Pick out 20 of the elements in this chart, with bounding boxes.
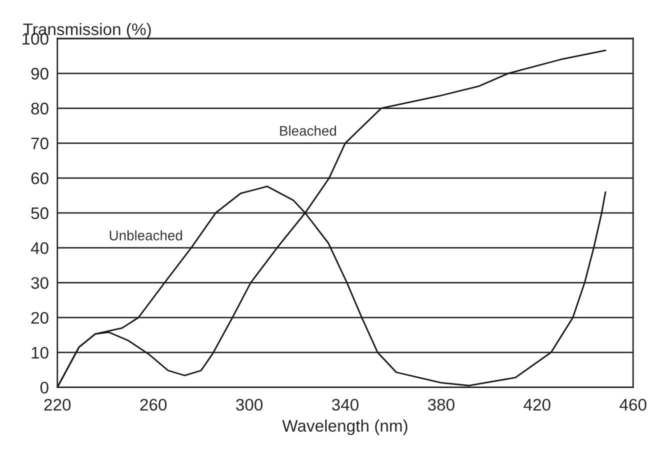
x-axis-title: Wavelength (nm) [282, 420, 408, 436]
x-tick-label: 460 [620, 398, 646, 411]
x-tick-label: 260 [140, 398, 167, 411]
y-tick-label: 30 [31, 277, 48, 289]
series-label: Bleached [280, 126, 336, 136]
x-tick-label: 340 [332, 398, 358, 411]
y-tick-label: 40 [30, 242, 48, 254]
y-tick-label: 70 [31, 138, 48, 150]
y-tick-label: 50 [31, 207, 48, 220]
y-tick-label: 0 [40, 382, 48, 394]
y-tick-label: 20 [31, 312, 48, 324]
y-tick-label: 60 [31, 172, 48, 184]
y-tick-label: 10 [32, 346, 48, 359]
x-tick-label: 300 [236, 398, 263, 411]
series-label: Unbleached [110, 230, 182, 240]
x-tick-label: 380 [428, 398, 454, 411]
y-tick-label: 80 [31, 102, 48, 114]
x-tick-label: 220 [44, 398, 71, 411]
x-tick-label: 420 [524, 398, 550, 411]
y-tick-label: 90 [31, 68, 48, 80]
